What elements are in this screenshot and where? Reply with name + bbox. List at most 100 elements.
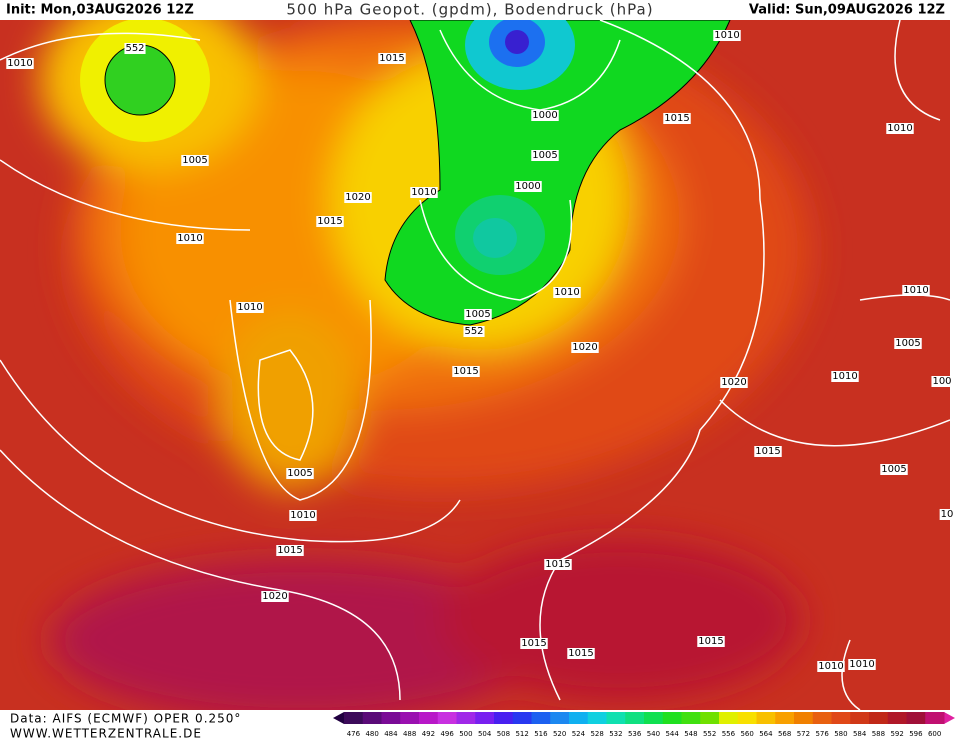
isobar-label: 1005: [881, 464, 906, 475]
colorbar-cell: [456, 712, 476, 724]
colorbar-label: 544: [665, 730, 679, 738]
isobar-label: 1005: [895, 338, 920, 349]
isobar-label-box: [378, 53, 406, 64]
isobar-label-box: [316, 216, 344, 227]
colorbar-cell: [475, 712, 495, 724]
colorbar-cell: [700, 712, 720, 724]
colorbar-label: 600: [928, 730, 941, 738]
isobar-label: 1010: [7, 58, 32, 69]
colorbar-cell: [794, 712, 814, 724]
colorbar-label: 500: [459, 730, 472, 738]
colorbar-cell: [869, 712, 889, 724]
colorbar-label: 492: [422, 730, 435, 738]
isobar-label-box: [181, 155, 209, 166]
isobar-label: 100: [932, 376, 951, 387]
colorbar-cell: [625, 712, 645, 724]
isobar-label: 1010: [714, 30, 739, 41]
colorbar-cell: [400, 712, 420, 724]
isobar-label-box: [520, 638, 548, 649]
isobar-label: 1015: [698, 636, 723, 647]
colorbar-label: 504: [478, 730, 492, 738]
isobar-label: 1010: [887, 123, 912, 134]
colorbar-cell: [362, 712, 382, 724]
colorbar-label: 528: [590, 730, 603, 738]
colorbar-cell: [887, 712, 907, 724]
colorbar-cell: [587, 712, 607, 724]
isobar-label: 1015: [317, 216, 342, 227]
colorbar-label: 524: [572, 730, 586, 738]
isobar-label-box: [894, 338, 922, 349]
isobar-label-box: [344, 192, 372, 203]
isobar-label: 1020: [262, 591, 287, 602]
isobar-label: 1015: [453, 366, 478, 377]
colorbar-label: 476: [347, 730, 361, 738]
colorbar-label: 484: [384, 730, 398, 738]
colorbar-cell: [681, 712, 701, 724]
isobar-label-box: [754, 446, 782, 457]
isobar-label: 1010: [818, 661, 843, 672]
colorbar-cell: [925, 712, 945, 724]
isobar-label-box: [663, 113, 691, 124]
colorbar-cell: [662, 712, 682, 724]
colorbar-label: 520: [553, 730, 566, 738]
map-title: 500 hPa Geopot. (gpdm), Bodendruck (hPa): [286, 1, 653, 19]
colorbar-label: 512: [515, 730, 528, 738]
isobar-label-box: [720, 377, 748, 388]
isobar-label-box: [236, 302, 264, 313]
colorbar-arrow: [944, 712, 955, 724]
colorbar-label: 584: [853, 730, 867, 738]
isobar-label-box: [124, 43, 146, 54]
colorbar-cell: [437, 712, 457, 724]
isobar-label: 1020: [572, 342, 597, 353]
colorbar: 476 480 484 488 492 496 500 504 508 512 516 520 524 5…: [333, 712, 955, 738]
isobar-label: 1010: [237, 302, 262, 313]
colorbar-label: 532: [609, 730, 622, 738]
colorbar-cell: [381, 712, 401, 724]
colorbar-label: 480: [365, 730, 378, 738]
colorbar-label: 560: [740, 730, 753, 738]
isobar-label: 1010: [849, 659, 874, 670]
isobar-label-box: [571, 342, 599, 353]
isobar-label: 1000: [515, 181, 540, 192]
map: [0, 20, 950, 710]
colorbar-cell: [606, 712, 626, 724]
isobar-label-box: [286, 468, 314, 479]
colorbar-cell: [644, 712, 664, 724]
isobar-label-box: [464, 309, 492, 320]
isobar-label-box: [463, 326, 485, 337]
colorbar-cell: [344, 712, 364, 724]
isobar-label: 1010: [177, 233, 202, 244]
isobar-label-box: [817, 661, 845, 672]
isobar-label-box: [931, 376, 953, 387]
colorbar-cell: [775, 712, 795, 724]
isobar-label-box: [452, 366, 480, 377]
init-label: Init: Mon,03AUG2026 12Z: [6, 3, 194, 18]
isobar-label: 1020: [721, 377, 746, 388]
isobar-label: 1010: [290, 510, 315, 521]
colorbar-cell: [756, 712, 776, 724]
isobar-label-box: [553, 287, 581, 298]
colorbar-label: 552: [703, 730, 716, 738]
colorbar-label: 588: [872, 730, 885, 738]
colorbar-cell: [850, 712, 870, 724]
colorbar-cell: [531, 712, 551, 724]
isobar-label: 1010: [832, 371, 857, 382]
isobar-label-box: [261, 591, 289, 602]
colorbar-label: 556: [722, 730, 736, 738]
data-source: Data: AIFS (ECMWF) OPER 0.250°: [10, 712, 241, 726]
colorbar-label: 516: [534, 730, 548, 738]
isobar-label-box: [902, 285, 930, 296]
isobar-label-box: [880, 464, 908, 475]
colorbar-cell: [569, 712, 589, 724]
isobar-label: 552: [464, 326, 483, 337]
isobar-label-box: [276, 545, 304, 556]
isobar-label-box: [886, 123, 914, 134]
colorbar-cell: [812, 712, 832, 724]
isobar-label: 1015: [521, 638, 546, 649]
isobar-label-box: [410, 187, 438, 198]
colorbar-label: 536: [628, 730, 642, 738]
colorbar-cell: [419, 712, 439, 724]
colorbar-label: 508: [497, 730, 510, 738]
colorbar-label: 592: [890, 730, 903, 738]
colorbar-label: 572: [797, 730, 810, 738]
